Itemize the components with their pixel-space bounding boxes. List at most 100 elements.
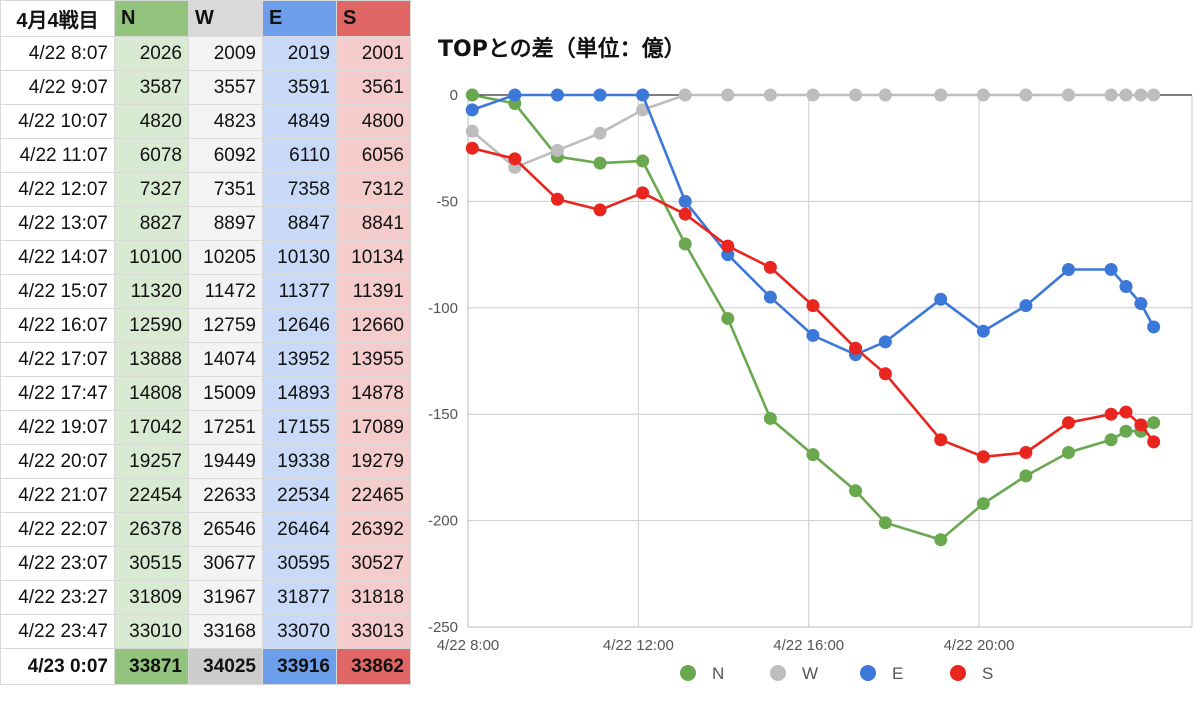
score-cell-n: 7327 — [114, 172, 189, 207]
table-row: 4/22 20:07 19257 19449 19338 19279 — [0, 444, 411, 479]
data-point-e — [806, 328, 820, 342]
series-w — [465, 88, 1161, 174]
data-point-s — [1147, 435, 1161, 449]
row-time-cell: 4/22 20:07 — [0, 444, 115, 479]
score-cell-s: 19279 — [336, 444, 411, 479]
legend-label-e: E — [892, 664, 903, 683]
score-cell-s: 3561 — [336, 70, 411, 105]
legend-marker-e — [860, 665, 876, 681]
table-row: 4/22 12:07 7327 7351 7358 7312 — [0, 172, 411, 207]
data-point-n — [678, 237, 692, 251]
row-time-cell: 4/22 14:07 — [0, 240, 115, 275]
score-cell-s: 17089 — [336, 410, 411, 445]
score-cell-s: 6056 — [336, 138, 411, 173]
series-group — [465, 88, 1161, 547]
data-point-e — [678, 194, 692, 208]
score-cell-w: 7351 — [188, 172, 263, 207]
data-point-w — [763, 88, 777, 102]
data-point-n — [763, 411, 777, 425]
data-point-n — [1019, 469, 1033, 483]
row-time-cell: 4/23 0:07 — [0, 648, 115, 685]
table-row: 4/22 11:07 6078 6092 6110 6056 — [0, 138, 411, 173]
legend-label-s: S — [982, 664, 993, 683]
data-point-w — [1147, 88, 1161, 102]
data-point-e — [763, 290, 777, 304]
row-time-cell: 4/22 23:47 — [0, 614, 115, 649]
score-cell-e: 12646 — [262, 308, 337, 343]
score-cell-e: 10130 — [262, 240, 337, 275]
score-cell-e: 33916 — [262, 648, 337, 685]
data-point-w — [593, 126, 607, 140]
score-cell-w: 8897 — [188, 206, 263, 241]
legend-marker-s — [950, 665, 966, 681]
row-time-cell: 4/22 17:47 — [0, 376, 115, 411]
score-cell-e: 17155 — [262, 410, 337, 445]
score-cell-e: 4849 — [262, 104, 337, 139]
score-cell-s: 7312 — [336, 172, 411, 207]
score-cell-s: 26392 — [336, 512, 411, 547]
score-cell-w: 26546 — [188, 512, 263, 547]
score-cell-n: 2026 — [114, 36, 189, 71]
score-cell-n: 33010 — [114, 614, 189, 649]
score-cell-e: 22534 — [262, 478, 337, 513]
score-cell-n: 14808 — [114, 376, 189, 411]
score-cell-n: 33871 — [114, 648, 189, 685]
chart-panel: TOPとの差（単位：億） 0 -50 -100 -150 -200 -250 4/22 8:… — [410, 0, 1200, 701]
score-cell-w: 30677 — [188, 546, 263, 581]
series-e — [465, 88, 1161, 362]
data-point-n — [1104, 433, 1118, 447]
score-cell-w: 3557 — [188, 70, 263, 105]
score-table-panel: 4月4戦目 N W E S 4/22 8:07 2026 2009 2019 2001 4… — [0, 0, 411, 701]
score-cell-n: 6078 — [114, 138, 189, 173]
score-cell-e: 7358 — [262, 172, 337, 207]
data-point-s — [721, 239, 735, 253]
data-point-e — [934, 292, 948, 306]
score-cell-s: 2001 — [336, 36, 411, 71]
data-point-n — [1119, 424, 1133, 438]
score-cell-s: 22465 — [336, 478, 411, 513]
data-point-s — [849, 341, 863, 355]
score-cell-e: 30595 — [262, 546, 337, 581]
table-row: 4/22 23:47 33010 33168 33070 33013 — [0, 614, 411, 649]
score-cell-w: 31967 — [188, 580, 263, 615]
score-cell-w: 4823 — [188, 104, 263, 139]
table-row-latest: 4/23 0:07 33871 34025 33916 33862 — [0, 648, 411, 685]
data-point-s — [806, 299, 820, 313]
data-point-e — [1061, 262, 1075, 276]
data-point-s — [1134, 418, 1148, 432]
data-point-s — [465, 141, 479, 155]
score-cell-n: 13888 — [114, 342, 189, 377]
data-point-n — [1061, 446, 1075, 460]
data-point-w — [934, 88, 948, 102]
table-row: 4/22 23:07 30515 30677 30595 30527 — [0, 546, 411, 581]
score-cell-s: 14878 — [336, 376, 411, 411]
column-header-w: W — [188, 0, 263, 37]
data-point-w — [1104, 88, 1118, 102]
legend-label-w: W — [802, 664, 818, 683]
legend-marker-n — [680, 665, 696, 681]
score-cell-e: 6110 — [262, 138, 337, 173]
table-row: 4/22 19:07 17042 17251 17155 17089 — [0, 410, 411, 445]
score-cell-e: 33070 — [262, 614, 337, 649]
data-point-w — [878, 88, 892, 102]
data-point-n — [721, 311, 735, 325]
data-point-w — [976, 88, 990, 102]
score-cell-s: 13955 — [336, 342, 411, 377]
score-cell-w: 34025 — [188, 648, 263, 685]
column-header-n: N — [114, 0, 189, 37]
data-point-w — [721, 88, 735, 102]
score-cell-s: 4800 — [336, 104, 411, 139]
data-point-w — [636, 103, 650, 117]
series-line-w — [471, 93, 1154, 169]
score-cell-s: 12660 — [336, 308, 411, 343]
data-point-w — [1119, 88, 1133, 102]
grid — [468, 95, 1193, 628]
data-point-n — [934, 533, 948, 547]
column-header-e: E — [262, 0, 337, 37]
score-cell-w: 22633 — [188, 478, 263, 513]
table-row: 4/22 16:07 12590 12759 12646 12660 — [0, 308, 411, 343]
row-time-cell: 4/22 17:07 — [0, 342, 115, 377]
series-line-n — [472, 93, 1155, 542]
data-point-s — [508, 152, 522, 166]
